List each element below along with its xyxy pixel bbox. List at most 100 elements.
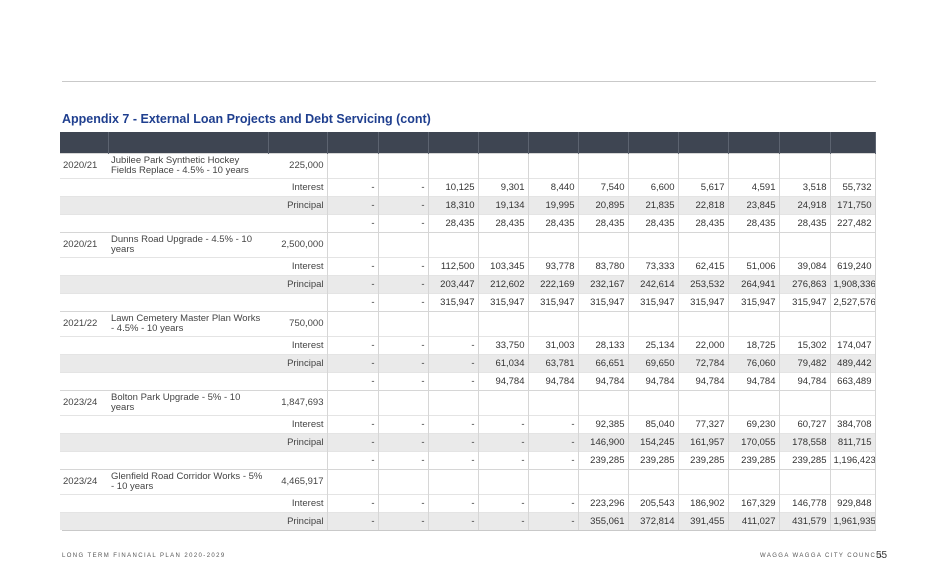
table-row: Principal - -203,447 212,602 222,169 232,167 2… — [60, 274, 876, 293]
empty-cell — [779, 468, 831, 494]
value-cell: 28,435 — [779, 213, 831, 232]
value-cell: 411,027 — [728, 511, 780, 530]
value-cell: 239,285 — [779, 450, 831, 469]
empty-cell — [428, 231, 479, 257]
value-cell: 22,818 — [678, 195, 729, 214]
total-cell: 1,196,423 — [830, 450, 876, 469]
value-cell: - — [327, 274, 379, 293]
project-row: 2020/21 Dunns Road Upgrade - 4.5% - 10 ye… — [60, 231, 876, 257]
empty-cell — [478, 310, 529, 336]
value-cell: 28,435 — [728, 213, 780, 232]
value-cell: 239,285 — [728, 450, 780, 469]
empty-cell — [60, 292, 108, 311]
project-name: Bolton Park Upgrade - 5% - 10 years — [108, 389, 268, 415]
empty-cell — [830, 468, 876, 494]
empty-cell — [528, 468, 579, 494]
value-cell: 239,285 — [578, 450, 629, 469]
empty-cell — [378, 152, 429, 178]
value-cell: 315,947 — [779, 292, 831, 311]
total-cell: 1,961,935 — [830, 511, 876, 530]
empty-cell — [108, 195, 268, 214]
table-row: Principal - - - - -355,061 372,814 391,455 411,0… — [60, 511, 876, 530]
project-year: 2020/21 — [60, 152, 108, 178]
table-body: 2020/21 Jubilee Park Synthetic Hockey Fie… — [60, 152, 876, 530]
value-cell: - — [327, 511, 379, 530]
total-cell: 174,047 — [830, 335, 876, 354]
value-cell: 315,947 — [528, 292, 579, 311]
value-cell: 69,230 — [728, 414, 780, 433]
value-cell: - — [378, 414, 429, 433]
empty-cell — [628, 152, 679, 178]
empty-cell — [60, 414, 108, 433]
value-cell: 19,134 — [478, 195, 529, 214]
value-cell: 62,415 — [678, 256, 729, 275]
empty-cell — [678, 389, 729, 415]
value-cell: 20,895 — [578, 195, 629, 214]
value-cell: 66,651 — [578, 353, 629, 372]
value-cell: 28,435 — [628, 213, 679, 232]
value-cell: 264,941 — [728, 274, 780, 293]
project-amount: 1,847,693 — [268, 389, 328, 415]
value-cell: 315,947 — [628, 292, 679, 311]
value-cell: - — [378, 195, 429, 214]
table-row: - - -94,784 94,784 94,784 94,784 94,784 94,784 9… — [60, 371, 876, 390]
value-cell: - — [327, 195, 379, 214]
empty-cell — [678, 468, 729, 494]
value-cell: 22,000 — [678, 335, 729, 354]
value-cell: - — [478, 511, 529, 530]
empty-cell — [478, 152, 529, 178]
value-cell: - — [378, 256, 429, 275]
value-cell: 6,600 — [628, 177, 679, 196]
value-cell: 79,482 — [779, 353, 831, 372]
value-cell: - — [327, 256, 379, 275]
total-cell: 2,527,576 — [830, 292, 876, 311]
value-cell: 3,518 — [779, 177, 831, 196]
project-row: 2020/21 Jubilee Park Synthetic Hockey Fie… — [60, 152, 876, 178]
row-label: Interest — [268, 335, 328, 354]
empty-cell — [327, 389, 379, 415]
value-cell: 4,591 — [728, 177, 780, 196]
empty-cell — [628, 468, 679, 494]
value-cell: 315,947 — [578, 292, 629, 311]
value-cell: 372,814 — [628, 511, 679, 530]
empty-cell — [779, 389, 831, 415]
value-cell: 205,543 — [628, 493, 679, 512]
value-cell: 39,084 — [779, 256, 831, 275]
project-amount: 225,000 — [268, 152, 328, 178]
row-label — [268, 450, 328, 469]
empty-cell — [60, 493, 108, 512]
value-cell: 239,285 — [678, 450, 729, 469]
table-row: Interest - - - - -223,296 205,543 186,902 167,32… — [60, 493, 876, 512]
empty-cell — [60, 335, 108, 354]
empty-cell — [108, 213, 268, 232]
empty-cell — [628, 310, 679, 336]
value-cell: 276,863 — [779, 274, 831, 293]
top-rule — [62, 81, 876, 82]
empty-cell — [678, 231, 729, 257]
project-row: 2023/24 Bolton Park Upgrade - 5% - 10 yea… — [60, 389, 876, 415]
value-cell: - — [378, 450, 429, 469]
value-cell: 77,327 — [678, 414, 729, 433]
header-row — [60, 132, 876, 153]
value-cell: - — [378, 371, 429, 390]
value-cell: - — [478, 493, 529, 512]
value-cell: - — [478, 450, 529, 469]
value-cell: 94,784 — [528, 371, 579, 390]
value-cell: 112,500 — [428, 256, 479, 275]
empty-cell — [478, 231, 529, 257]
empty-cell — [327, 310, 379, 336]
value-cell: - — [327, 335, 379, 354]
empty-cell — [578, 310, 629, 336]
empty-cell — [108, 511, 268, 530]
empty-cell — [60, 177, 108, 196]
table-row: Interest - - - - -92,385 85,040 77,327 69,230 60,… — [60, 414, 876, 433]
value-cell: - — [528, 450, 579, 469]
value-cell: 28,435 — [578, 213, 629, 232]
value-cell: 93,778 — [528, 256, 579, 275]
empty-cell — [108, 274, 268, 293]
empty-cell — [628, 389, 679, 415]
row-label: Interest — [268, 256, 328, 275]
value-cell: - — [327, 450, 379, 469]
value-cell: 73,333 — [628, 256, 679, 275]
empty-cell — [60, 450, 108, 469]
